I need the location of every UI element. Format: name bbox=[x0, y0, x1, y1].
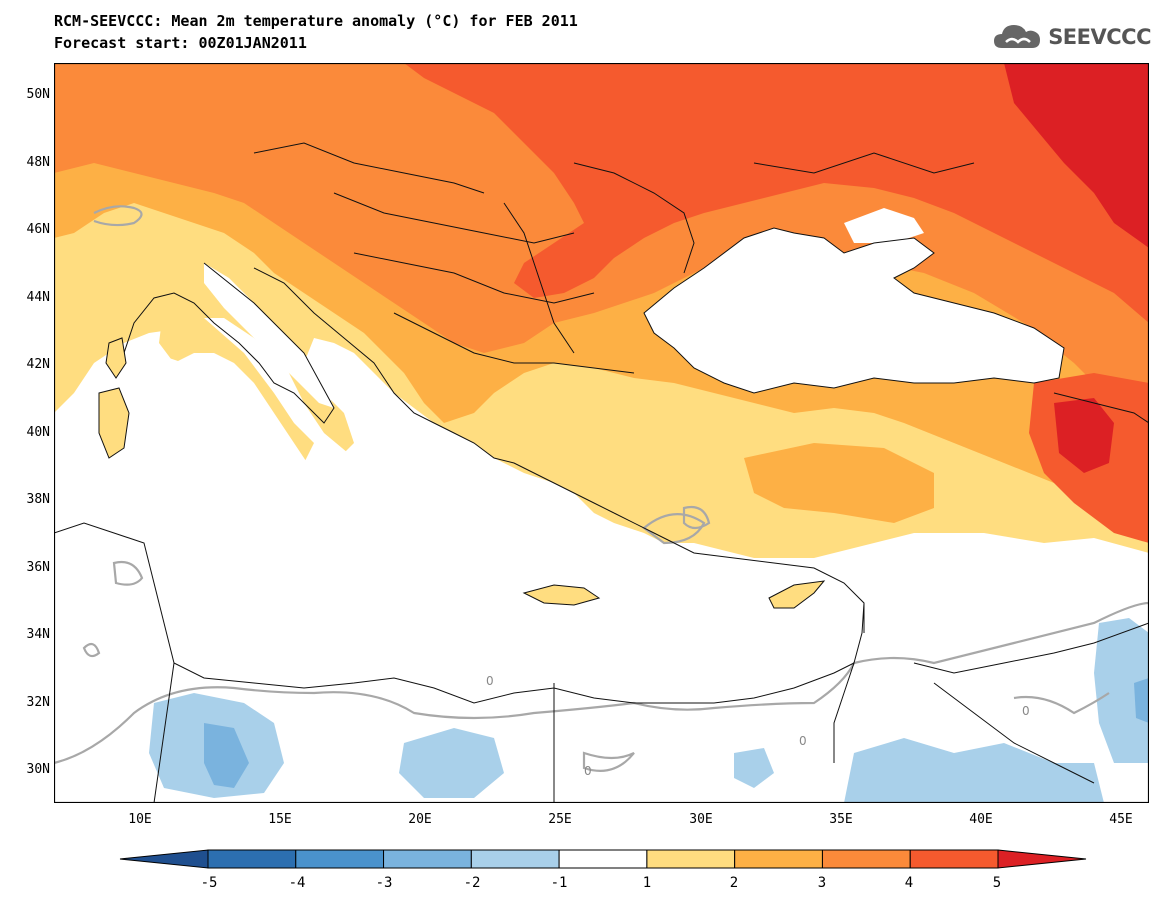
colorbar-segment bbox=[383, 849, 472, 869]
border-line bbox=[153, 662, 175, 803]
island-cyprus bbox=[768, 580, 826, 609]
map-frame-border bbox=[54, 63, 1149, 803]
tyrrhenian-sea bbox=[114, 353, 254, 463]
anomaly-zone-anatolia bbox=[744, 443, 934, 523]
anomaly-zone-4to5 bbox=[404, 63, 1149, 323]
border-line bbox=[503, 202, 575, 354]
colorbar-label: -4 bbox=[288, 875, 306, 891]
colorbar-label: -3 bbox=[375, 875, 393, 891]
mediterranean-sea bbox=[54, 338, 864, 703]
lat-label: 30N bbox=[26, 762, 50, 777]
border-line bbox=[913, 622, 1149, 674]
colorbar bbox=[119, 849, 1087, 869]
map-title: RCM-SEEVCCC: Mean 2m temperature anomaly… bbox=[54, 12, 578, 30]
lon-label: 45E bbox=[1109, 812, 1133, 827]
border-line bbox=[933, 682, 1095, 784]
anomaly-zone-above5-east bbox=[1054, 398, 1114, 473]
island-crete bbox=[522, 584, 601, 606]
lon-label: 40E bbox=[969, 812, 993, 827]
island-corsica bbox=[105, 337, 127, 379]
border-line bbox=[353, 252, 595, 304]
anomaly-zone-minus2-iraq bbox=[1134, 678, 1149, 723]
colorbar-segment bbox=[470, 849, 560, 869]
contour-line bbox=[582, 751, 635, 772]
sea-of-azov bbox=[844, 208, 924, 243]
coastline-balkans bbox=[253, 267, 615, 514]
contour-label: 0 bbox=[799, 734, 807, 748]
colorbar-segment bbox=[734, 849, 823, 869]
colorbar-label: 3 bbox=[817, 875, 827, 891]
lat-label: 38N bbox=[26, 492, 50, 507]
colorbar-segment bbox=[909, 849, 999, 869]
zero-contours bbox=[54, 205, 1149, 772]
lat-label: 46N bbox=[26, 222, 50, 237]
island-sardinia bbox=[98, 387, 130, 459]
logo-text: SEEVCCC bbox=[1048, 25, 1151, 49]
colorbar-label: 2 bbox=[729, 875, 739, 891]
colorbar-segment bbox=[207, 849, 297, 869]
contour-line bbox=[1013, 692, 1110, 715]
border-line bbox=[1053, 392, 1149, 424]
border-line bbox=[393, 312, 635, 374]
coastline-turkey-south bbox=[613, 512, 865, 633]
lat-label: 48N bbox=[26, 155, 50, 170]
lon-label: 15E bbox=[268, 812, 292, 827]
coastline-black-sea bbox=[643, 227, 1065, 394]
contour-label: 0 bbox=[1022, 704, 1030, 718]
colorbar-label: 1 bbox=[642, 875, 652, 891]
colorbar-segment bbox=[646, 849, 736, 869]
lat-label: 42N bbox=[26, 357, 50, 372]
anomaly-zone-above5 bbox=[1004, 63, 1149, 248]
lat-label: 50N bbox=[26, 87, 50, 102]
coastline-italy bbox=[123, 262, 335, 424]
temperature-anomaly-map: 0 0 0 0 bbox=[54, 63, 1149, 803]
cloud-icon bbox=[994, 25, 1041, 48]
colorbar-label: 5 bbox=[992, 875, 1002, 891]
lat-label: 36N bbox=[26, 560, 50, 575]
colorbar-label: -1 bbox=[550, 875, 568, 891]
border-line bbox=[253, 142, 485, 194]
lon-label: 20E bbox=[408, 812, 432, 827]
colorbar-segment bbox=[821, 849, 911, 869]
anomaly-zone-minus1-arabia bbox=[844, 738, 1104, 803]
anomaly-zone-minus1-iraq bbox=[1094, 618, 1149, 763]
contour-line bbox=[682, 505, 711, 530]
lat-label: 44N bbox=[26, 290, 50, 305]
colorbar-segment bbox=[997, 849, 1087, 869]
lon-label: 35E bbox=[829, 812, 853, 827]
coastlines-borders bbox=[54, 142, 1149, 803]
seevccc-logo: SEEVCCC bbox=[992, 22, 1151, 52]
anomaly-zone-minus2-libya bbox=[204, 723, 249, 788]
islands bbox=[98, 337, 826, 609]
anomaly-zone-minus1-cyrenaica bbox=[399, 728, 504, 798]
colorbar-label: -2 bbox=[463, 875, 481, 891]
forecast-start-label: Forecast start: 00Z01JAN2011 bbox=[54, 34, 307, 52]
contour-line bbox=[93, 205, 143, 227]
contour-label: 0 bbox=[584, 764, 592, 778]
colorbar-label: -5 bbox=[200, 875, 218, 891]
contour-line bbox=[82, 642, 101, 658]
border-line bbox=[573, 162, 695, 274]
adriatic-sea bbox=[204, 263, 334, 408]
border-line bbox=[753, 152, 975, 174]
coastline-levant bbox=[833, 602, 865, 763]
colorbar-segment bbox=[119, 849, 209, 869]
colorbar-label: 4 bbox=[904, 875, 914, 891]
contour-line bbox=[642, 513, 706, 545]
contour-line bbox=[112, 560, 144, 586]
coastline-north-africa bbox=[54, 522, 855, 704]
contour-label: 0 bbox=[486, 674, 494, 688]
contour-line bbox=[54, 601, 1149, 765]
lon-label: 25E bbox=[548, 812, 572, 827]
lon-label: 30E bbox=[689, 812, 713, 827]
lat-label: 40N bbox=[26, 425, 50, 440]
lat-label: 32N bbox=[26, 695, 50, 710]
colorbar-segment bbox=[295, 849, 385, 869]
lon-label: 10E bbox=[128, 812, 152, 827]
anomaly-zone-minus1-egypt bbox=[734, 748, 774, 788]
colorbar-segment bbox=[558, 849, 648, 869]
lat-label: 34N bbox=[26, 627, 50, 642]
border-line bbox=[333, 192, 575, 244]
black-sea bbox=[644, 228, 1064, 393]
